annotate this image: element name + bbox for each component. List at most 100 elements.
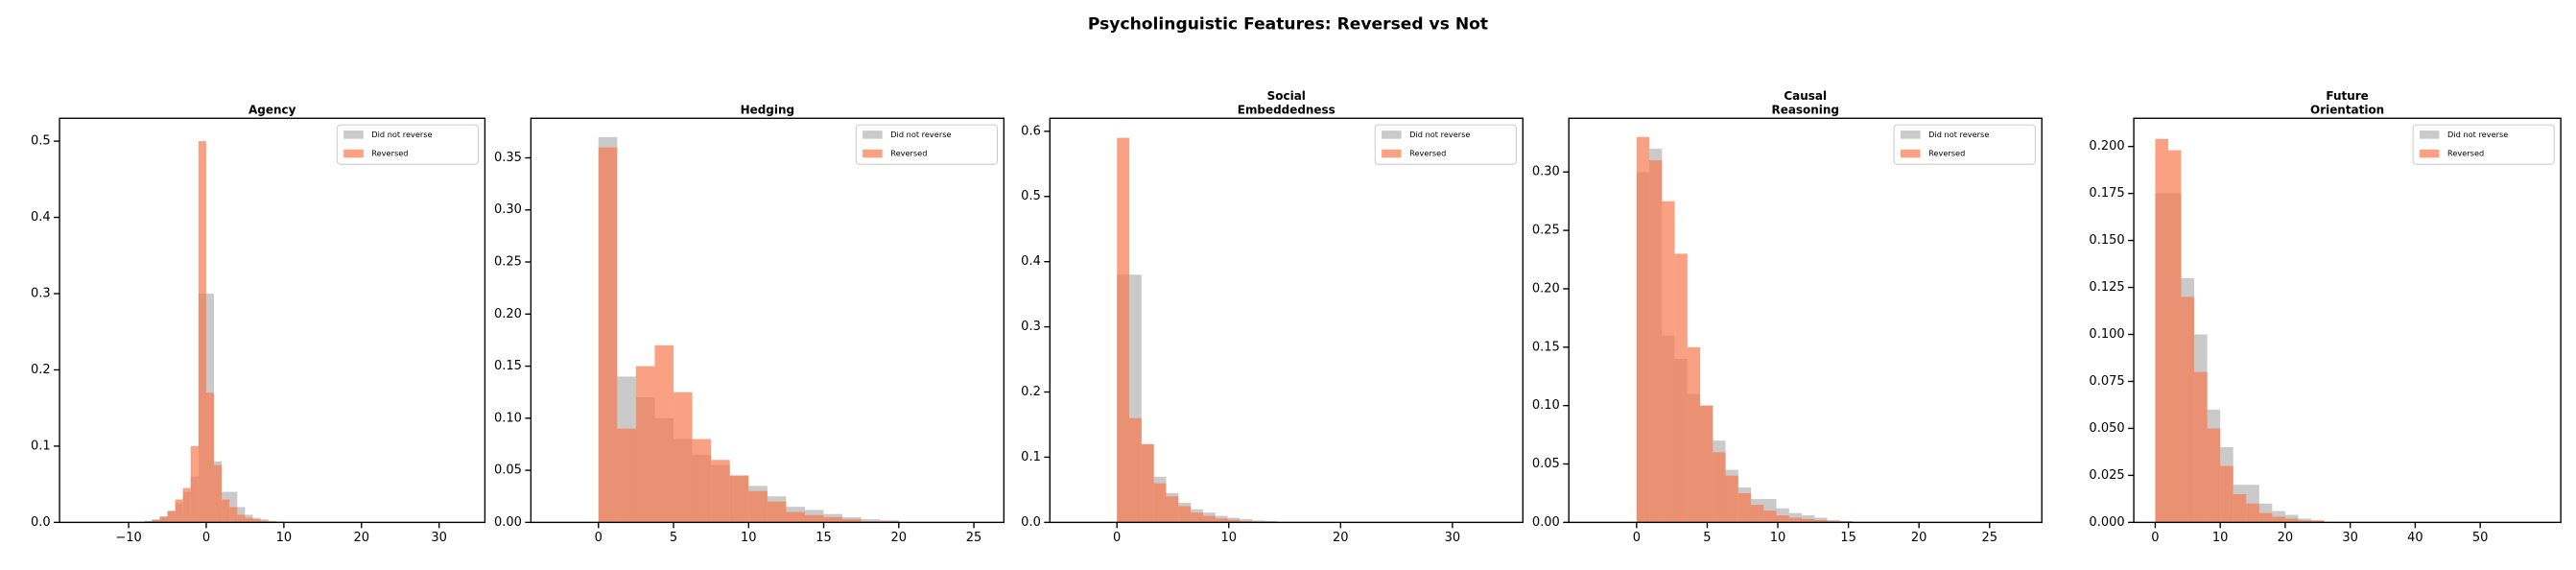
legend-frame: [1374, 124, 1517, 165]
histogram-bar: [2155, 138, 2168, 523]
y-tick-label: 0.10: [1532, 398, 1560, 413]
plot-area: [2155, 138, 2325, 523]
histogram-bar: [1202, 515, 1216, 523]
x-tick-label: 15: [1840, 531, 1856, 545]
y-tick-label: 0.150: [2089, 233, 2124, 248]
histogram-bar: [1166, 496, 1179, 523]
histogram-bar: [598, 147, 618, 523]
legend-label: Did not reverse: [2447, 130, 2508, 139]
histogram-bar: [205, 392, 215, 523]
histogram-bar: [635, 366, 655, 523]
histogram-bar: [823, 516, 843, 523]
histogram-bar: [1117, 137, 1130, 523]
legend-swatch: [1901, 131, 1921, 139]
legend: Did not reverse Reversed: [1893, 124, 2036, 165]
x-tick-label: −10: [115, 531, 141, 545]
legend-label: Reversed: [2447, 149, 2484, 158]
y-tick-label: 0.05: [1532, 457, 1560, 471]
histogram-bar: [2181, 297, 2195, 523]
axes-frame: [2133, 117, 2562, 524]
histogram-bar: [1141, 443, 1154, 523]
histogram-bar: [2258, 512, 2273, 523]
histogram-bar: [1153, 483, 1167, 523]
y-tick-label: 0.100: [2089, 327, 2124, 342]
legend-swatch: [863, 149, 883, 158]
subplot: 0 10 20 30 0.0 0.1 0.2 0.3 0.4 0.5 0.6 Social Embedd…: [1021, 89, 1524, 545]
histogram-bar: [674, 392, 693, 523]
x-tick-label: 30: [2342, 531, 2358, 545]
histogram-bar: [1713, 452, 1726, 523]
legend: Did not reverse Reversed: [336, 124, 480, 165]
legend-frame: [336, 124, 480, 165]
legend-swatch: [1901, 149, 1921, 158]
axes-frame: [1568, 117, 2043, 524]
histogram-bar: [1129, 417, 1142, 523]
histogram-bar: [152, 519, 160, 523]
y-tick-label: 0.200: [2089, 139, 2124, 154]
legend-frame: [1893, 124, 2036, 165]
y-tick-label: 0.10: [494, 411, 522, 425]
y-tick-label: 0.2: [1021, 385, 1041, 399]
y-tick-label: 0.20: [494, 307, 522, 321]
subplot: −10 0 10 20 30 0.0 0.1 0.2 0.3 0.4 0.5 Agency Did no…: [31, 103, 486, 545]
legend-label: Did not reverse: [371, 130, 432, 139]
legend-label: Reversed: [1409, 149, 1446, 158]
histogram-bar: [229, 491, 238, 523]
x-tick-label: 30: [1445, 531, 1461, 545]
histogram-bar: [1737, 492, 1752, 523]
y-tick-label: 0.20: [1532, 281, 1560, 296]
legend-swatch: [1382, 131, 1402, 139]
x-tick-label: 40: [2407, 531, 2423, 545]
histogram-bar: [617, 428, 636, 523]
histogram-bar: [2167, 150, 2182, 523]
x-tick-label: 0: [2151, 531, 2159, 545]
histogram-bar: [842, 519, 862, 523]
histogram-bar: [1700, 405, 1713, 523]
y-tick-label: 0.25: [1532, 224, 1560, 238]
legend-swatch: [343, 149, 364, 158]
histogram-bar: [2207, 428, 2221, 523]
x-tick-label: 10: [2212, 531, 2229, 545]
histogram-bar: [167, 511, 176, 523]
subplot-title: Causal Reasoning: [1771, 89, 1838, 117]
axes-frame: [59, 117, 486, 524]
y-tick-label: 0.30: [1532, 165, 1560, 179]
x-tick-label: 20: [1333, 531, 1349, 545]
histogram-bar: [260, 520, 269, 523]
histogram-bar: [2246, 503, 2259, 523]
histogram-bar: [1751, 505, 1764, 523]
y-tick-label: 0.000: [2089, 515, 2124, 530]
y-tick-label: 0.00: [494, 515, 522, 530]
histogram-bar: [182, 487, 191, 523]
subplot: 0 5 10 15 20 25 0.00 0.05 0.10 0.15 0.20 0.25 0.30 0.…: [494, 103, 1005, 545]
histogram-bar: [2298, 520, 2312, 523]
histogram-bar: [1662, 201, 1675, 523]
histogram-bar: [198, 141, 206, 523]
x-tick-label: 0: [1633, 531, 1641, 545]
legend: Did not reverse Reversed: [2412, 124, 2555, 165]
histogram-bar: [804, 514, 824, 523]
y-tick-label: 0.35: [494, 151, 522, 165]
x-tick-label: 10: [276, 531, 293, 545]
legend-frame: [2412, 124, 2555, 165]
legend-label: Did not reverse: [1928, 130, 1989, 139]
histogram-bar: [711, 460, 730, 523]
x-tick-label: 30: [431, 531, 447, 545]
histogram-bar: [654, 344, 674, 523]
x-tick-label: 15: [815, 531, 832, 545]
histogram-bar: [245, 517, 253, 523]
histogram-bar: [1227, 519, 1241, 523]
legend-label: Reversed: [1928, 149, 1965, 158]
x-tick-label: 20: [354, 531, 370, 545]
histogram-bar: [2284, 514, 2299, 523]
histogram-bar: [1776, 515, 1789, 523]
y-tick-label: 0.025: [2089, 468, 2124, 483]
y-tick-label: 0.05: [494, 463, 522, 478]
legend-label: Did not reverse: [1409, 130, 1470, 139]
y-tick-label: 0.0: [31, 515, 51, 530]
histogram-bar: [2220, 465, 2233, 523]
histogram-bar: [729, 475, 749, 523]
plot-area: [1117, 137, 1277, 523]
x-tick-label: 5: [670, 531, 677, 545]
